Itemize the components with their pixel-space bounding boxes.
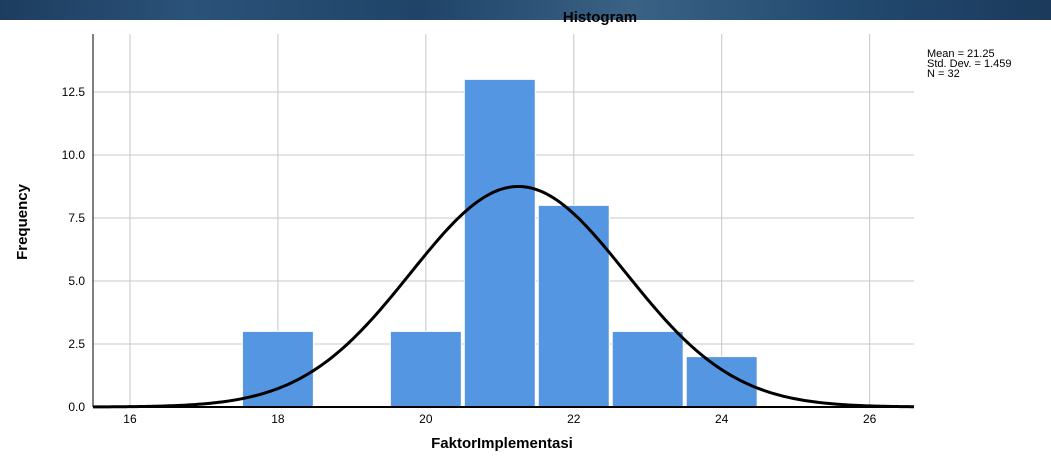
chart-title: Histogram (563, 9, 637, 26)
normal-curve (92, 184, 915, 409)
stat-n: N = 32 (927, 68, 960, 80)
stat-std-dev: Std. Dev. = 1.459 (927, 58, 1012, 70)
normal-curve-layer (92, 184, 915, 409)
x-tick-label: 26 (863, 412, 877, 426)
histogram-bar (611, 330, 684, 408)
y-tick-label: 7.5 (68, 211, 85, 225)
stat-mean: Mean = 21.25 (927, 48, 995, 60)
axes: 16 18 20 22 24 26 0.0 2.5 5.0 7.5 10.0 12.5 (62, 34, 914, 426)
stats-box: Mean = 21.25 Std. Dev. = 1.459 N = 32 (927, 48, 1012, 80)
x-tick-label: 18 (271, 412, 285, 426)
y-tick-label: 2.5 (68, 337, 85, 351)
x-tick-label: 22 (567, 412, 581, 426)
y-tick-label: 12.5 (62, 85, 86, 99)
x-tick-label: 24 (715, 412, 729, 426)
y-tick-label: 0.0 (68, 400, 85, 414)
histogram-bar (389, 330, 462, 408)
histogram-bar (463, 78, 536, 408)
bars (241, 78, 758, 408)
histogram-bar (537, 204, 610, 408)
y-axis-label: Frequency (14, 183, 31, 260)
y-tick-label: 10.0 (62, 148, 86, 162)
top-banner (0, 0, 1051, 20)
x-axis-label: FaktorImplementasi (431, 435, 573, 452)
y-tick-label: 5.0 (68, 274, 85, 288)
x-tick-label: 16 (123, 412, 137, 426)
x-tick-label: 20 (419, 412, 433, 426)
